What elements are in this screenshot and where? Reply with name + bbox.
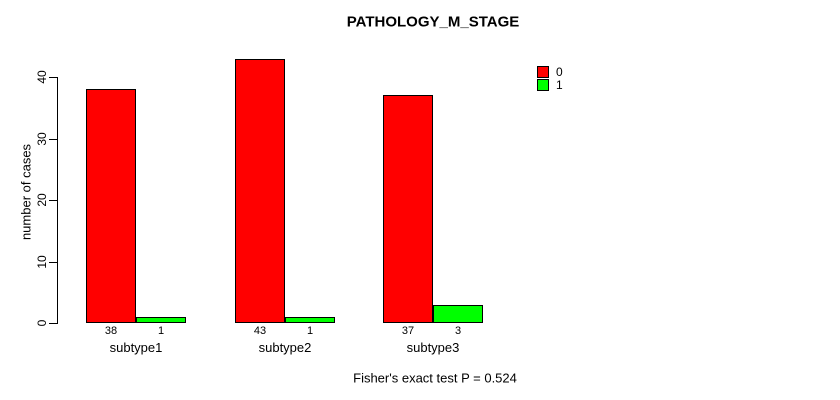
bar-subtype1-group-1 bbox=[136, 317, 186, 323]
x-category-label: subtype1 bbox=[109, 340, 163, 355]
legend-item: 0 bbox=[537, 66, 563, 78]
fisher-test-annotation: Fisher's exact test P = 0.524 bbox=[353, 370, 517, 386]
chart-title: PATHOLOGY_M_STAGE bbox=[346, 13, 520, 31]
y-tick-label: 0 bbox=[35, 319, 49, 327]
legend-swatch bbox=[537, 79, 549, 91]
legend-swatch bbox=[537, 66, 549, 78]
bar-value-label: 1 bbox=[157, 325, 165, 337]
y-tick-label: 20 bbox=[35, 193, 49, 207]
y-tick-label: 10 bbox=[35, 255, 49, 269]
bar-subtype3-group-0 bbox=[383, 95, 433, 323]
x-category-label: subtype2 bbox=[258, 340, 312, 355]
y-tick-label: 40 bbox=[35, 70, 49, 84]
y-axis-label: number of cases bbox=[18, 143, 34, 241]
bar-value-label: 3 bbox=[454, 325, 462, 337]
bar-value-label: 37 bbox=[401, 325, 415, 337]
y-tick bbox=[49, 139, 57, 140]
y-axis-line bbox=[57, 77, 58, 324]
legend-label: 0 bbox=[556, 65, 563, 79]
y-tick bbox=[49, 262, 57, 263]
bar-subtype2-group-1 bbox=[285, 317, 335, 323]
y-tick bbox=[49, 200, 57, 201]
bar-subtype2-group-0 bbox=[235, 59, 285, 323]
y-tick bbox=[49, 77, 57, 78]
bar-value-label: 38 bbox=[104, 325, 118, 337]
bar-subtype3-group-1 bbox=[433, 305, 483, 323]
bar-value-label: 1 bbox=[306, 325, 314, 337]
bar-value-label: 43 bbox=[253, 325, 267, 337]
legend-label: 1 bbox=[556, 78, 563, 92]
y-tick-label: 30 bbox=[35, 132, 49, 146]
x-category-label: subtype3 bbox=[406, 340, 460, 355]
legend-item: 1 bbox=[537, 79, 563, 91]
y-tick bbox=[49, 323, 57, 324]
bar-subtype1-group-0 bbox=[86, 89, 136, 323]
